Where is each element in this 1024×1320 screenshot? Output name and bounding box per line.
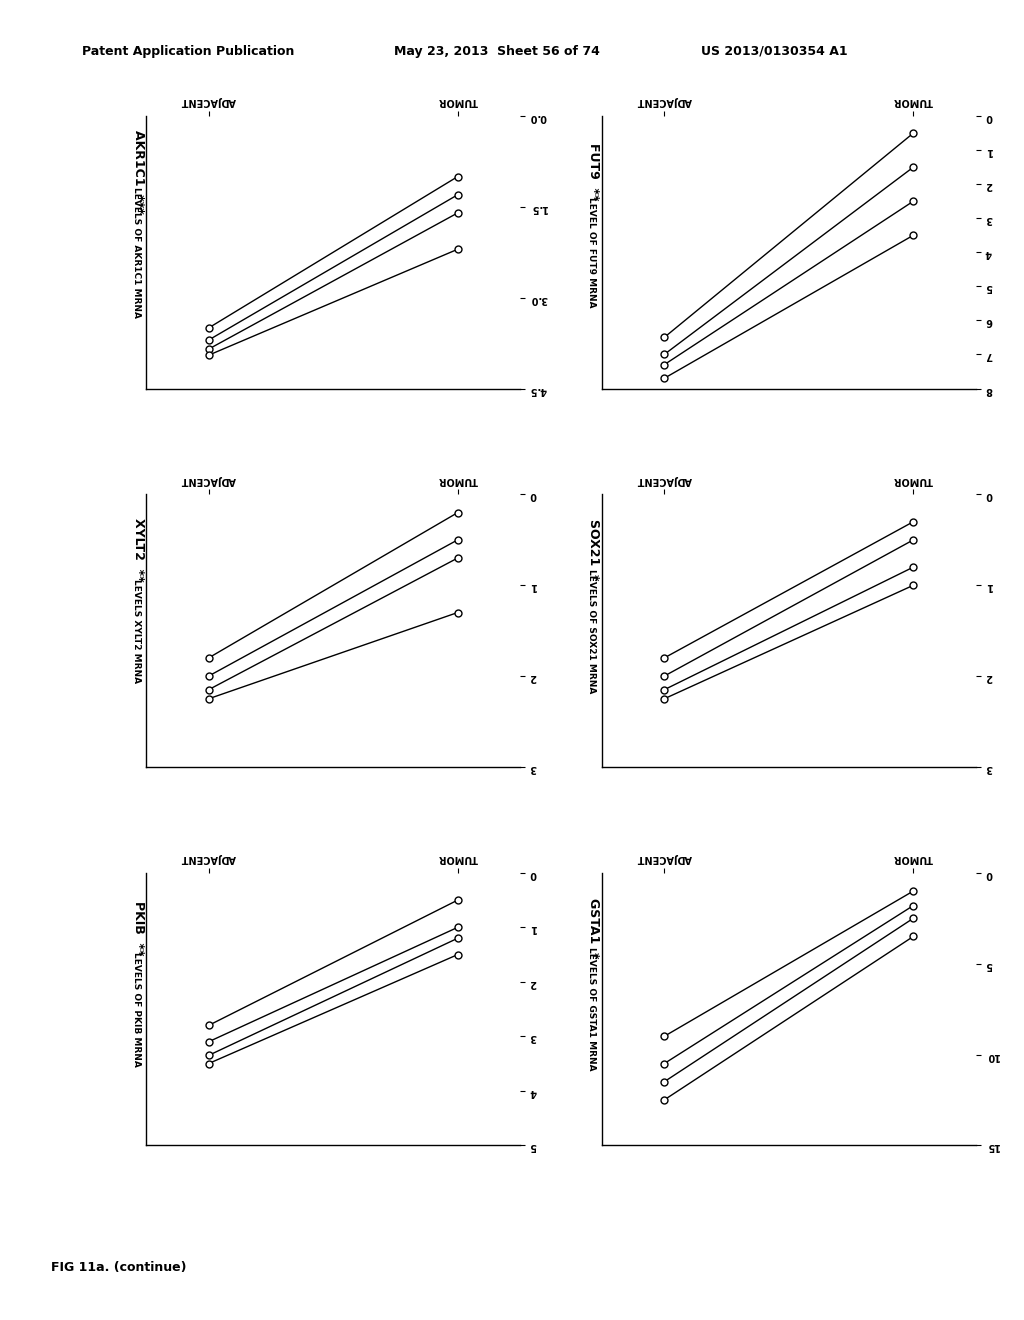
Text: XYLT2  **: XYLT2 **	[132, 517, 144, 582]
Text: LEVELS XYLT2 MRNA: LEVELS XYLT2 MRNA	[131, 578, 140, 682]
Text: May 23, 2013  Sheet 56 of 74: May 23, 2013 Sheet 56 of 74	[394, 45, 600, 58]
Text: LEVELS OF PKIB MRNA: LEVELS OF PKIB MRNA	[131, 952, 140, 1067]
Text: LEVEL OF FUT9 MRNA: LEVEL OF FUT9 MRNA	[587, 197, 596, 308]
Text: LEVELS OF AKR1C1 MRNA: LEVELS OF AKR1C1 MRNA	[131, 187, 140, 318]
Text: LEVELS OF SOX21 MRNA: LEVELS OF SOX21 MRNA	[587, 569, 596, 693]
Text: PKIB  **: PKIB **	[132, 902, 144, 956]
Text: SOX21  *: SOX21 *	[588, 519, 600, 581]
Text: US 2013/0130354 A1: US 2013/0130354 A1	[701, 45, 848, 58]
Text: Patent Application Publication: Patent Application Publication	[82, 45, 294, 58]
Text: FUT9  **: FUT9 **	[588, 143, 600, 201]
Text: GSTA1  *: GSTA1 *	[588, 898, 600, 958]
Text: LEVELS OF GSTA1 MRNA: LEVELS OF GSTA1 MRNA	[587, 948, 596, 1071]
Text: FIG 11a. (continue): FIG 11a. (continue)	[51, 1261, 186, 1274]
Text: AKR1C1  ***: AKR1C1 ***	[132, 129, 144, 214]
